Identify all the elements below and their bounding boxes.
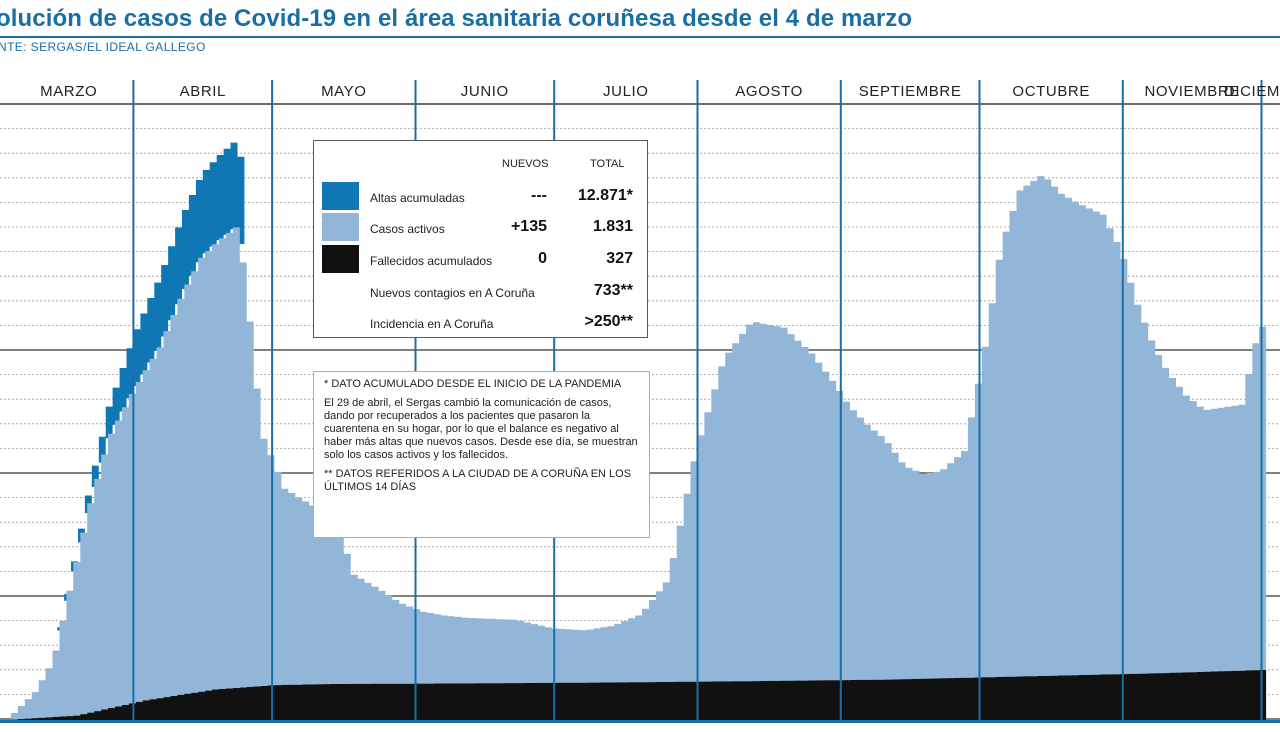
- month-label: AGOSTO: [735, 83, 803, 100]
- legend-row-activos: Casos activos +135 1.831: [314, 213, 647, 241]
- month-labels: MARZO ABRIL MAYO JUNIO JULIO AGOSTO SEPTIEMBRE…: [40, 83, 1280, 100]
- note-sergas-change: El 29 de abril, el Sergas cambió la comu…: [324, 397, 638, 461]
- month-label: JUNIO: [461, 83, 509, 100]
- series-fallecidos-area: [4, 670, 1267, 720]
- title-divider: [0, 36, 1280, 38]
- chart-source: NTE: SERGAS/EL IDEAL GALLEGO: [0, 40, 206, 54]
- note-accumulated: * DATO ACUMULADO DESDE EL INICIO DE LA P…: [324, 378, 622, 390]
- bottom-divider: [0, 720, 1280, 723]
- legend-total-value: 733**: [593, 282, 633, 299]
- legend-total-value: 327: [606, 250, 633, 267]
- month-label: OCTUBRE: [1012, 83, 1090, 100]
- legend-header-nuevos: NUEVOS: [502, 158, 549, 170]
- legend-total-value: 1.831: [592, 218, 633, 235]
- legend-swatch-altas: [322, 182, 359, 210]
- legend-swatch-activos: [322, 213, 359, 241]
- notes-box: * DATO ACUMULADO DESDE EL INICIO DE LA P…: [313, 371, 650, 538]
- legend-total-value: 12.871*: [577, 187, 633, 204]
- month-label: SEPTIEMBRE: [859, 83, 962, 100]
- legend-header-total: TOTAL: [590, 158, 625, 170]
- data-areas: [4, 142, 1267, 721]
- month-label: MAYO: [321, 83, 366, 100]
- series-activos-area: [4, 176, 1267, 721]
- legend-box: NUEVOS TOTAL Altas acumuladas --- 12.871…: [313, 140, 648, 338]
- legend-new-value: +135: [510, 218, 547, 235]
- chart-title: olución de casos de Covid-19 en el área …: [0, 5, 913, 32]
- month-label: DICIEMBRE: [1224, 83, 1280, 100]
- legend-label: Nuevos contagios en A Coruña: [370, 286, 535, 300]
- note-city-data: ** DATOS REFERIDOS A LA CIUDAD DE A CORU…: [324, 468, 632, 493]
- legend-swatch-fallecidos: [322, 245, 359, 273]
- legend-total-value: >250**: [584, 313, 634, 330]
- legend-label: Casos activos: [370, 222, 445, 236]
- legend-row-incidencia: Incidencia en A Coruña >250**: [314, 308, 647, 336]
- month-label: JULIO: [603, 83, 649, 100]
- legend-row-altas: Altas acumuladas --- 12.871*: [314, 182, 647, 210]
- month-label: NOVIEMBRE: [1144, 83, 1239, 100]
- month-label: ABRIL: [180, 83, 226, 100]
- legend-new-value: ---: [531, 187, 547, 204]
- legend-label: Altas acumuladas: [370, 191, 465, 205]
- legend-new-value: 0: [538, 250, 547, 267]
- legend-label: Fallecidos acumulados: [370, 254, 493, 268]
- month-label: MARZO: [40, 83, 97, 100]
- legend-label: Incidencia en A Coruña: [370, 317, 494, 331]
- legend-row-fallecidos: Fallecidos acumulados 0 327: [314, 245, 647, 273]
- legend-row-nuevos-contagios: Nuevos contagios en A Coruña 733**: [314, 277, 647, 305]
